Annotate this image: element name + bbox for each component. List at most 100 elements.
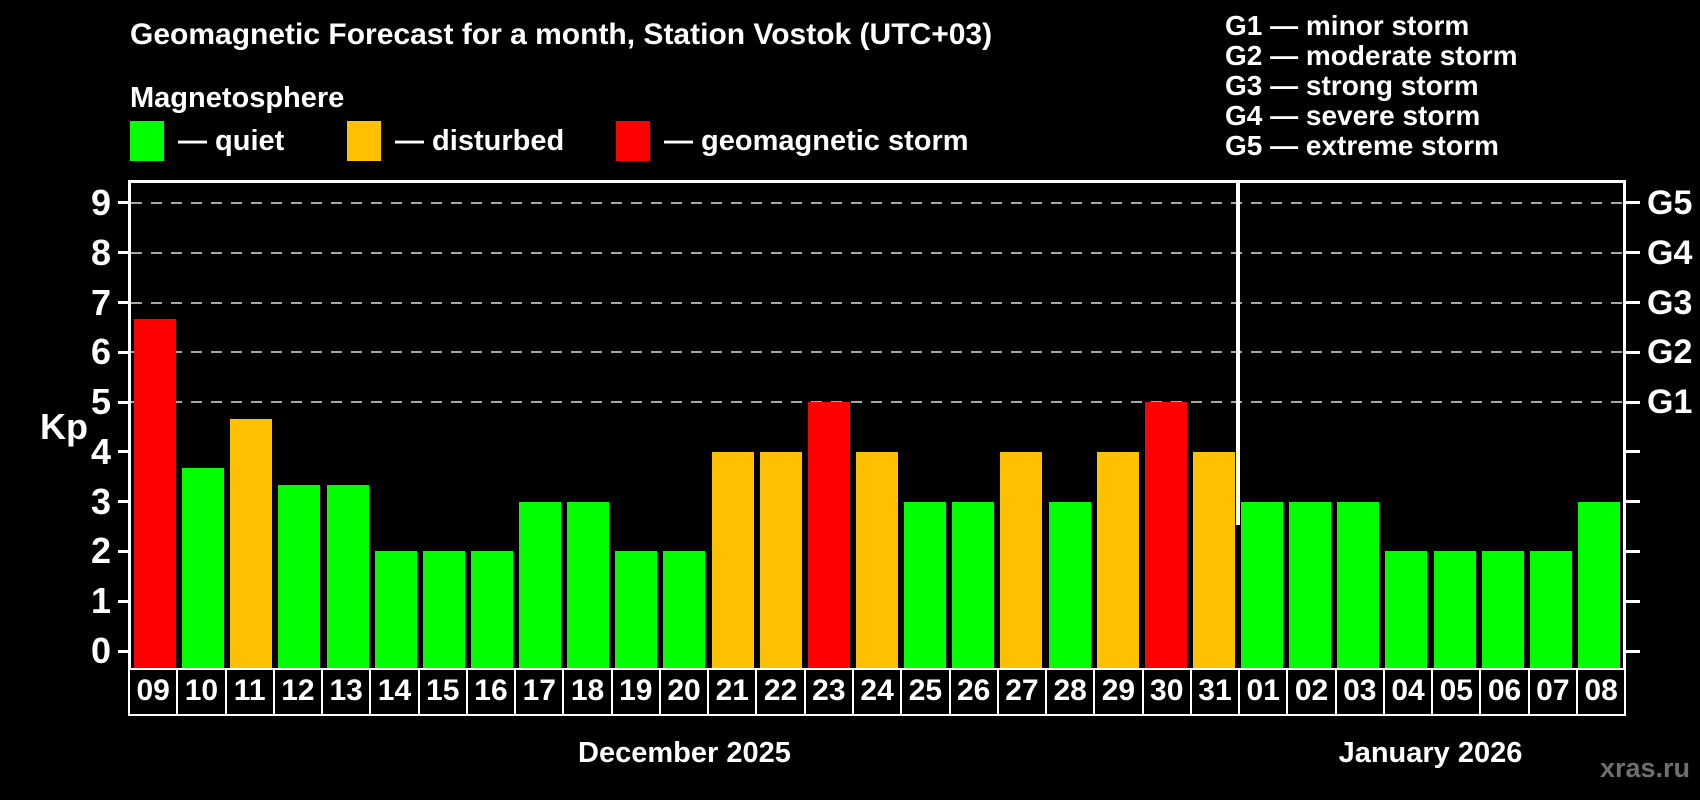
plot-area: G1 G2 G3 G4 G5 0 1 2 3 4 5 6 7 8 9 [91, 180, 1692, 671]
kp-bar-day-29 [1096, 451, 1139, 668]
kp-bar-day-04 [1385, 551, 1428, 668]
day-label-box: 15 [417, 668, 466, 716]
month-separator-line [1235, 183, 1240, 525]
left-axis-tick [118, 301, 128, 305]
chart-title: Geomagnetic Forecast for a month, Statio… [130, 18, 993, 51]
left-axis-tick-label: 1 [90, 580, 111, 622]
kp-bar-day-14 [374, 551, 417, 668]
kp-bar-day-20 [663, 551, 706, 668]
day-label-box: 22 [755, 668, 804, 716]
quiet-color-swatch [130, 121, 164, 161]
kp-bar-day-03 [1337, 501, 1380, 668]
right-axis-tick [1626, 350, 1640, 354]
day-label-box: 28 [1045, 668, 1094, 716]
left-axis-tick [118, 450, 128, 454]
g4-legend-line: G4 — severe storm [1225, 100, 1481, 131]
right-axis-tick [1626, 400, 1640, 404]
kp-bar-day-08 [1577, 501, 1620, 668]
gridline-kp9 [131, 201, 1623, 204]
disturbed-legend-label: — disturbed [395, 124, 565, 157]
left-axis-tick [118, 549, 128, 553]
kp-bar-day-26 [952, 501, 995, 668]
kp-bar-day-05 [1433, 551, 1476, 668]
kp-bar-day-01 [1241, 501, 1284, 668]
right-axis-label-g2: G2 [1647, 333, 1693, 372]
left-axis-tick-label: 6 [90, 331, 111, 373]
kp-bar-day-18 [567, 501, 610, 668]
right-axis-tick [1626, 500, 1640, 504]
day-label-box: 14 [369, 668, 418, 716]
right-axis-label-g1: G1 [1647, 383, 1693, 422]
gridline-kp7 [131, 301, 1623, 304]
quiet-legend-label: — quiet [178, 124, 285, 157]
left-axis-tick-label: 7 [90, 281, 111, 323]
day-label-box: 10 [176, 668, 225, 716]
kp-bar-day-21 [711, 451, 754, 668]
day-label-box: 07 [1527, 668, 1576, 716]
legend-item-quiet: — quiet [130, 121, 284, 161]
g5-legend-line: G5 — extreme storm [1225, 130, 1499, 161]
kp-bar-day-07 [1529, 551, 1572, 668]
day-label-box: 23 [803, 668, 852, 716]
kp-bar-day-24 [856, 451, 898, 668]
day-label-box: 12 [272, 668, 322, 716]
storm-legend-label: — geomagnetic storm [664, 124, 969, 157]
kp-bar-day-09 [134, 318, 177, 668]
kp-bar-day-10 [182, 468, 225, 668]
kp-bar-day-12 [278, 485, 321, 668]
left-axis-tick-label: 5 [90, 381, 111, 423]
day-label-box: 01 [1238, 668, 1287, 716]
right-axis-label-g4: G4 [1647, 233, 1693, 272]
left-axis-tick-label: 2 [90, 530, 111, 572]
kp-bar-day-15 [422, 551, 465, 668]
day-label-box: 25 [900, 668, 949, 716]
kp-bar-day-13 [326, 485, 369, 668]
right-axis-tick [1626, 301, 1640, 305]
y-axis-title: Kp [40, 406, 88, 447]
day-label-box: 13 [321, 668, 370, 716]
kp-bar-day-16 [470, 551, 513, 668]
left-axis-tick [118, 400, 128, 404]
kp-bar-day-22 [759, 451, 802, 668]
month-label-january: January 2026 [1338, 737, 1523, 769]
left-axis-tick-label: 0 [90, 630, 111, 671]
day-label-box: 24 [851, 668, 901, 716]
day-label-box: 18 [562, 668, 611, 716]
left-axis-tick [118, 599, 128, 603]
left-axis-tick [118, 251, 128, 255]
legend-item-storm: — geomagnetic storm [616, 121, 969, 161]
left-axis-tick [118, 649, 128, 653]
g2-legend-line: G2 — moderate storm [1225, 40, 1518, 71]
left-axis-tick [118, 201, 128, 205]
right-axis-label-g3: G3 [1647, 283, 1693, 322]
g3-legend-line: G3 — strong storm [1225, 70, 1479, 101]
gridline-kp8 [131, 251, 1623, 254]
month-label-december: December 2025 [578, 737, 791, 769]
kp-bar-day-17 [519, 501, 562, 668]
day-label-box: 05 [1431, 668, 1480, 716]
day-label-box: 16 [465, 668, 515, 716]
left-axis-tick-label: 3 [90, 480, 111, 522]
kp-bar-day-23 [807, 402, 850, 668]
day-label-box: 08 [1575, 668, 1627, 716]
right-axis-label-g5: G5 [1647, 183, 1693, 222]
left-axis-tick-label: 4 [90, 430, 111, 472]
left-axis-tick-label: 8 [90, 231, 111, 273]
kp-bar-day-31 [1192, 451, 1235, 668]
gridline-kp5 [131, 401, 1623, 404]
day-label-box: 19 [610, 668, 659, 716]
kp-bar-day-06 [1481, 551, 1524, 668]
kp-bar-day-27 [1000, 451, 1043, 668]
day-label-box: 29 [1093, 668, 1142, 716]
day-label-box: 02 [1286, 668, 1335, 716]
storm-color-swatch [616, 121, 650, 161]
kp-bar-day-28 [1048, 501, 1091, 668]
left-axis-tick-label: 9 [90, 181, 111, 223]
watermark: xras.ru [1599, 753, 1690, 783]
disturbed-color-swatch [347, 121, 381, 161]
day-label-box: 04 [1382, 668, 1432, 716]
kp-bar-day-11 [230, 418, 273, 668]
left-axis-tick [118, 500, 128, 504]
right-axis-tick [1626, 649, 1640, 653]
